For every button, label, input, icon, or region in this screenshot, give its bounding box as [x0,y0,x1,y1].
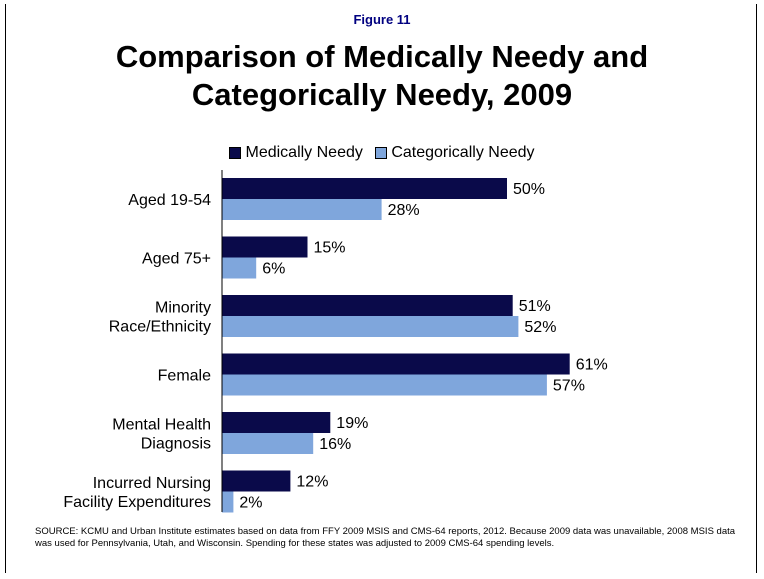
legend-swatch-medically-needy [229,147,242,159]
bar-categorically-needy-aged-19-54 [222,199,382,220]
category-label-mental-health-diagnosis-line-1: Mental Health [112,417,211,434]
bar-categorically-needy-minority-race-ethnicity [222,316,519,337]
category-label-nursing-facility-line-1: Incurred Nursing [93,475,211,492]
bar-medically-needy-female [222,353,570,375]
chart-legend: Medically Needy Categorically Needy [0,144,764,164]
chart-title-line-1: Comparison of Medically Needy and [115,39,649,74]
category-label-mental-health-diagnosis-line-2: Diagnosis [141,436,211,453]
legend-item-categorically-needy: Categorically Needy [375,144,535,162]
data-label-medically-needy-aged-75-plus: 15% [314,240,346,257]
bar-medically-needy-aged-19-54 [222,178,507,199]
category-label-nursing-facility-line-2: Facility Expenditures [63,494,211,511]
data-label-medically-needy-nursing-facility: 12% [296,474,328,491]
slide-frame [5,4,757,573]
legend-item-medically-needy: Medically Needy [229,144,363,162]
legend-swatch-categorically-needy [375,147,388,159]
bar-medically-needy-mental-health-diagnosis [222,412,331,433]
chart-title-line-2: Categorically Needy, 2009 [191,77,573,112]
data-label-medically-needy-mental-health-diagnosis: 19% [336,415,368,432]
data-label-categorically-needy-minority-race-ethnicity: 52% [524,319,556,336]
bar-medically-needy-minority-race-ethnicity [222,295,513,316]
data-label-medically-needy-aged-19-54: 50% [513,181,545,198]
source-note: SOURCE: KCMU and Urban Institute estimat… [35,526,736,549]
category-label-minority-race-ethnicity-line-2: Race/Ethnicity [109,319,211,336]
data-label-medically-needy-minority-race-ethnicity: 51% [519,298,551,315]
bar-categorically-needy-female [222,374,547,396]
data-label-categorically-needy-nursing-facility: 2% [239,495,262,512]
data-label-categorically-needy-aged-75-plus: 6% [262,261,285,278]
bar-medically-needy-nursing-facility [222,470,291,492]
data-label-categorically-needy-aged-19-54: 28% [388,202,420,219]
legend-label-categorically-needy: Categorically Needy [391,144,535,161]
data-label-categorically-needy-female: 57% [553,378,585,395]
bar-categorically-needy-mental-health-diagnosis [222,433,314,454]
figure-label: Figure 11 [353,12,411,27]
data-label-medically-needy-female: 61% [576,357,608,374]
data-label-categorically-needy-mental-health-diagnosis: 16% [319,436,351,453]
bar-categorically-needy-nursing-facility [222,491,234,513]
bar-categorically-needy-aged-75-plus [222,257,257,279]
category-label-minority-race-ethnicity-line-1: Minority [155,300,211,317]
category-label-female: Female [158,368,211,385]
category-label-aged-75-plus: Aged 75+ [142,251,211,268]
category-label-aged-19-54: Aged 19-54 [128,192,211,209]
chart-title: Comparison of Medically Needy and Catego… [20,38,744,114]
legend-label-medically-needy: Medically Needy [245,144,363,161]
bar-medically-needy-aged-75-plus [222,236,308,258]
